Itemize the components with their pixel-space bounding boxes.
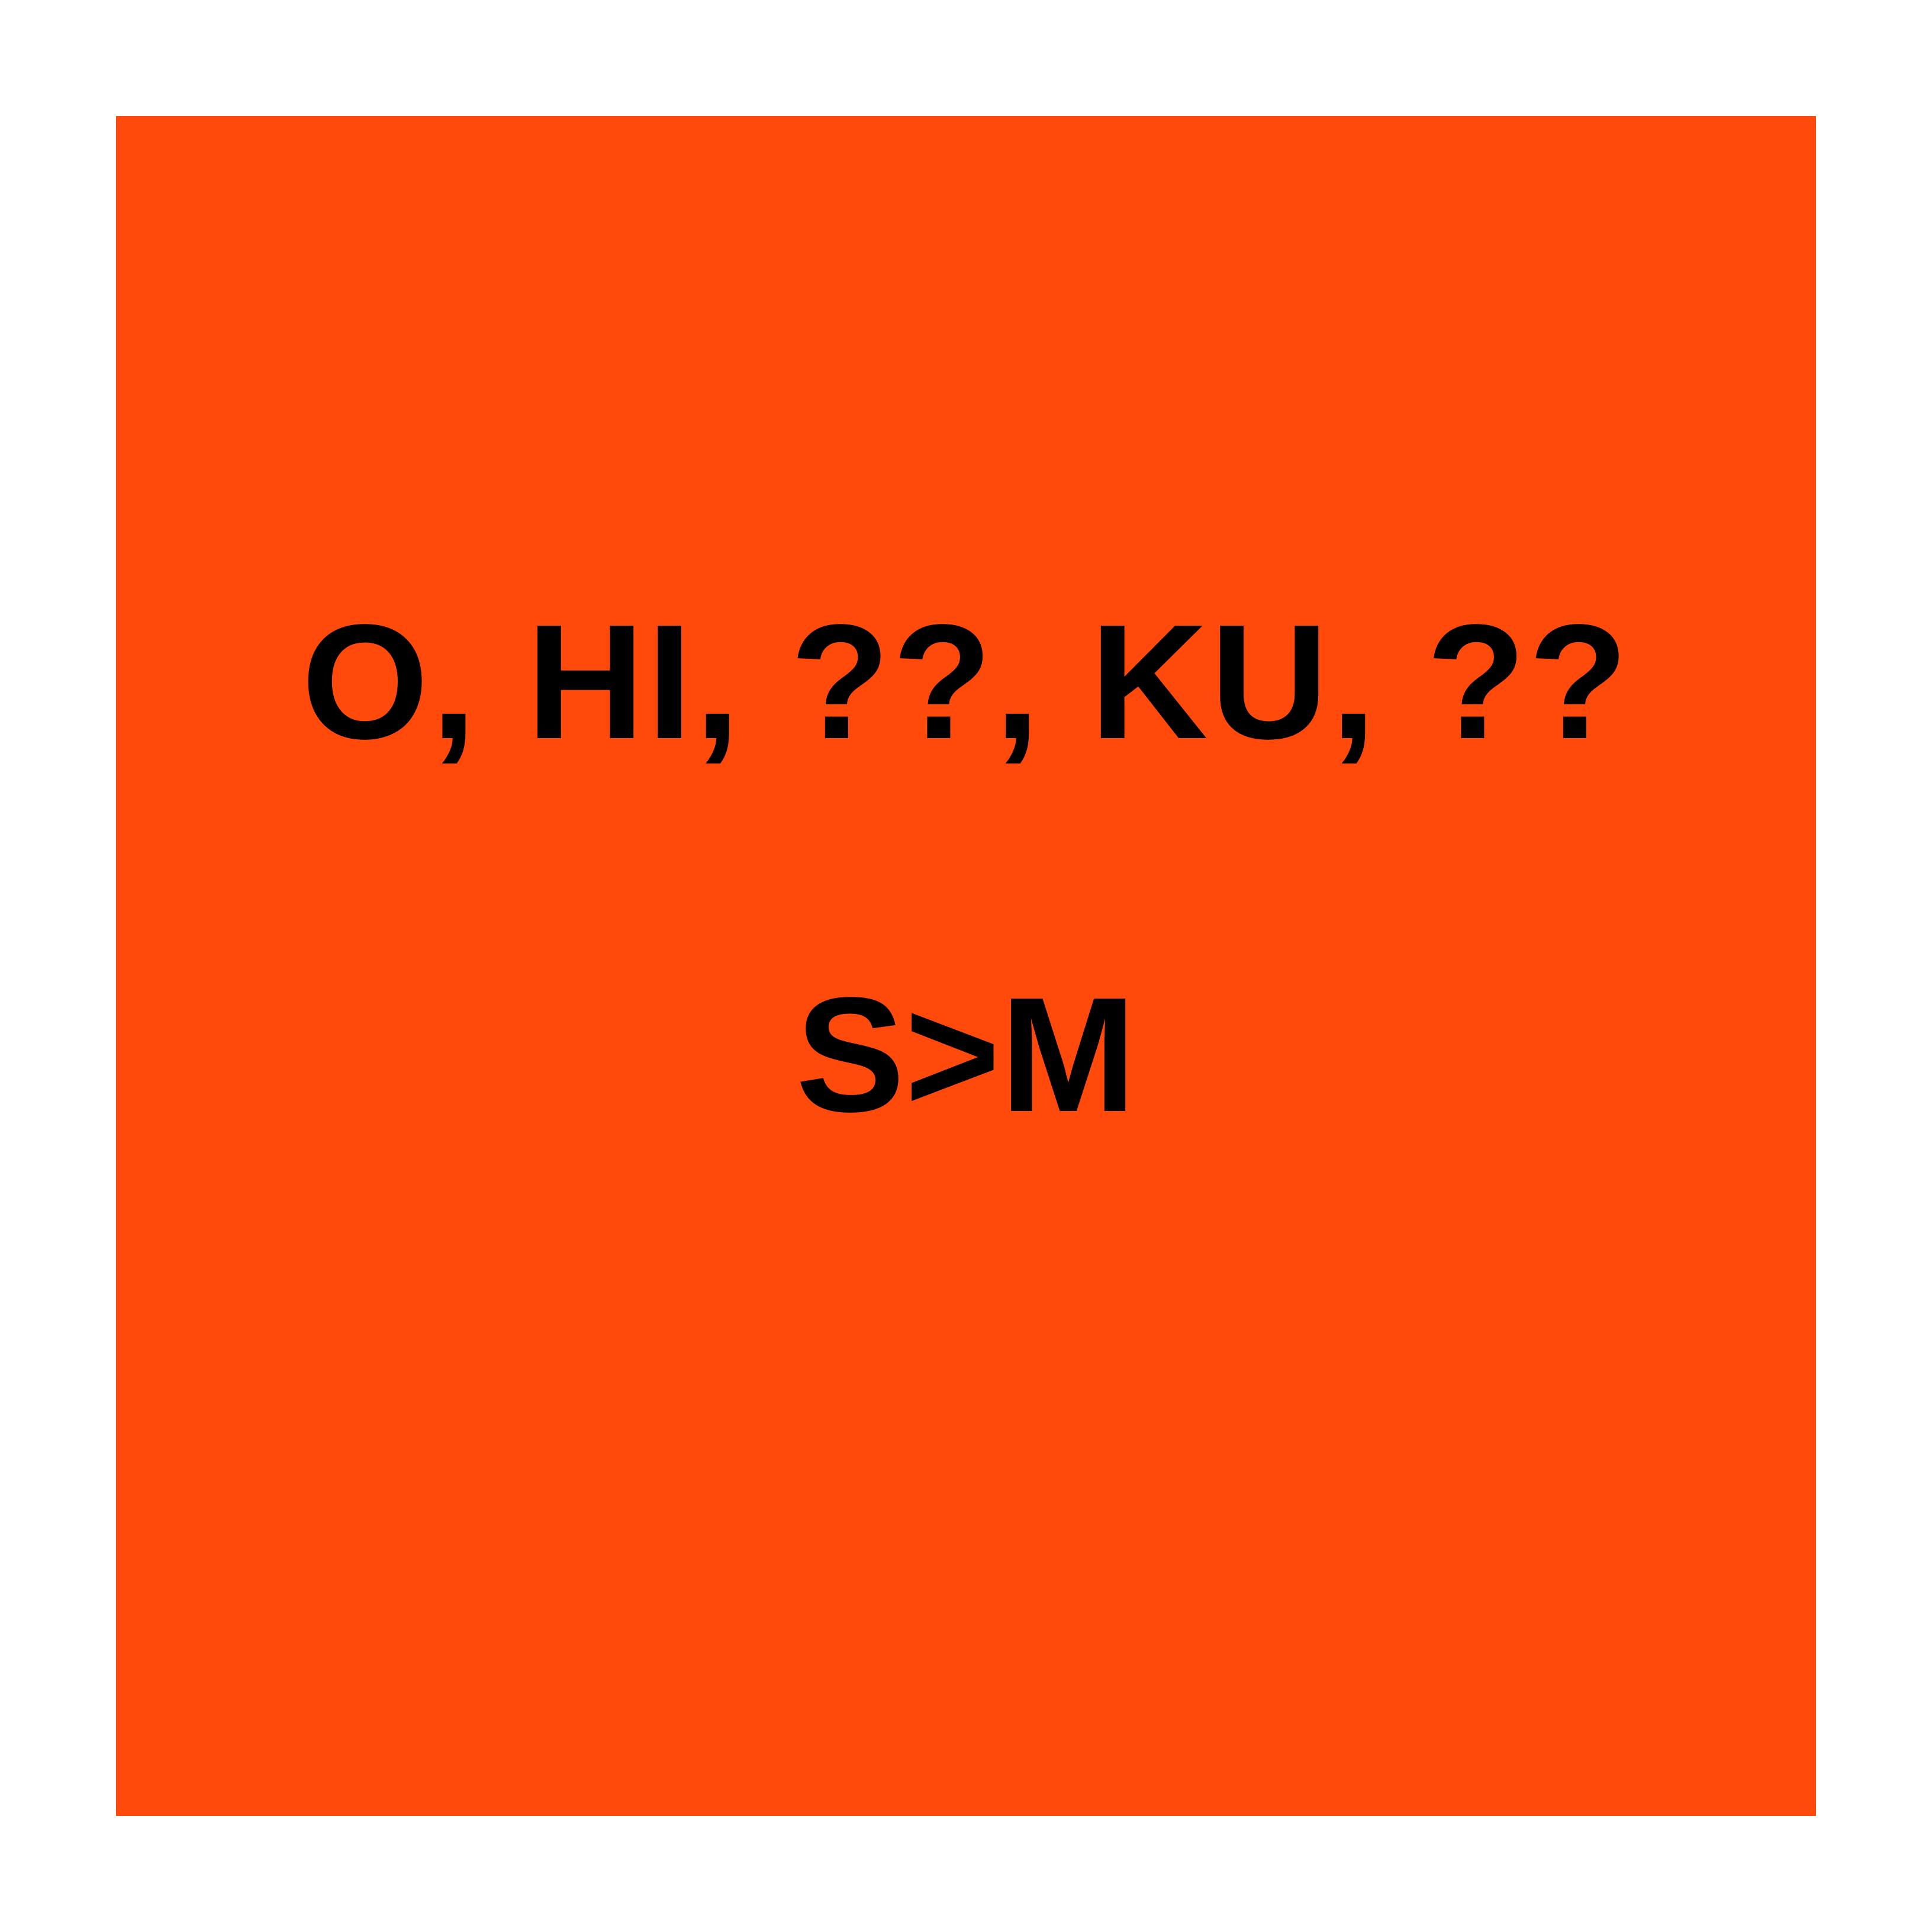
panel-line-1: O, HI, ??, KU, ?? — [301, 591, 1631, 773]
orange-panel: O, HI, ??, KU, ?? S>M — [116, 116, 1816, 1816]
panel-line-2: S>M — [796, 964, 1136, 1146]
